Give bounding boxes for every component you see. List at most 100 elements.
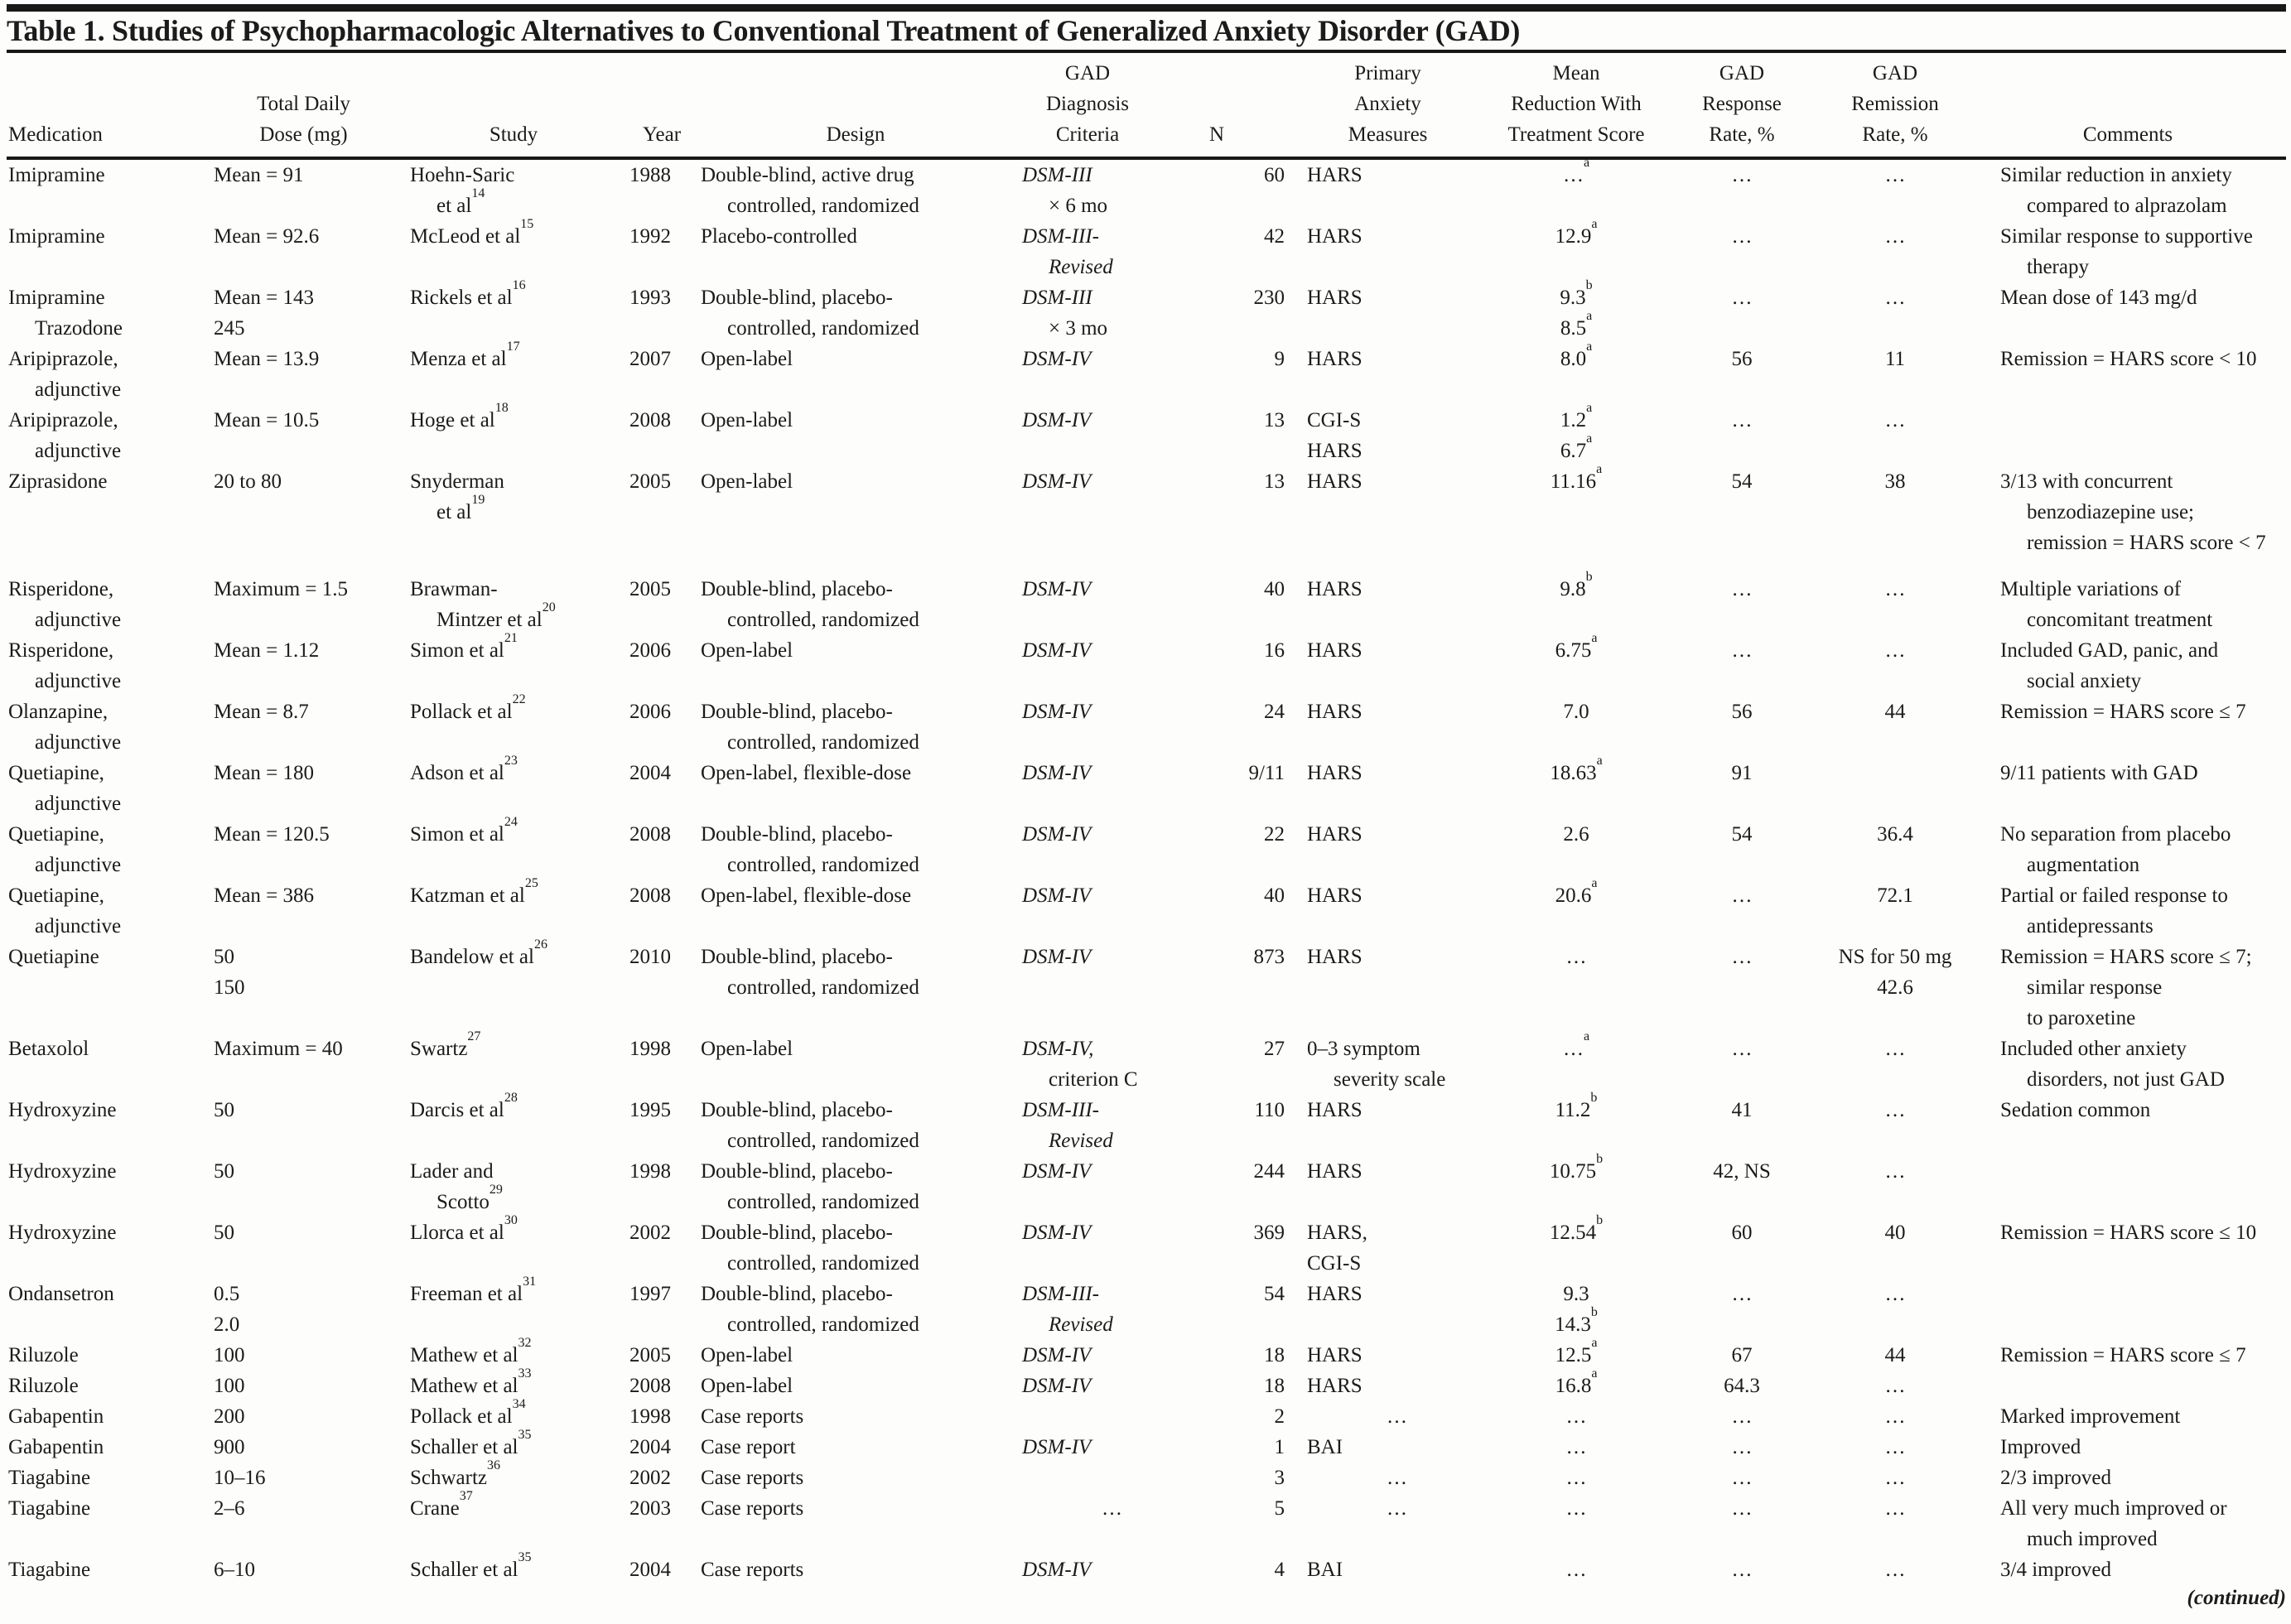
cell-response: 67 (1731, 1344, 1753, 1366)
cell-dose: 50 (214, 1099, 234, 1121)
cell-remission: 36.4 (1877, 823, 1913, 846)
cell-comments: Included GAD, panic, and social anxiety (2000, 639, 2219, 692)
cell-remission: … (1884, 578, 1906, 600)
cell-remission: … (1884, 1375, 1906, 1397)
cell-comments (1970, 405, 2286, 466)
cell-criteria: DSM-IV (1022, 884, 1092, 907)
col-header-criteria: GAD Diagnosis Criteria (1013, 53, 1162, 160)
cell-year: 1998 (629, 1160, 671, 1183)
cell-comments (1970, 1279, 2286, 1340)
cell-reduction: … (1565, 946, 1587, 968)
cell-remission: … (1884, 1467, 1906, 1489)
cell-remission: 11 (1884, 348, 1906, 370)
cell-dose: 20 to 80 (214, 470, 282, 493)
cell-comments: All very much improved or much improved (2000, 1497, 2227, 1550)
cell-criteria: DSM-IV (1022, 1160, 1092, 1183)
cell-study: Schaller et al35 (410, 1427, 532, 1458)
table-row: Aripiprazole, adjunctive Mean = 10.5 Hoge e… (7, 400, 2286, 466)
cell-remission: … (1884, 1559, 1906, 1581)
footnote-superscript: 27 (467, 1029, 481, 1043)
cell-n: 60 (1264, 164, 1285, 186)
cell-comments: Similar reduction in anxiety compared to … (2000, 164, 2232, 217)
cell-measures: … (1387, 1467, 1407, 1489)
footnote-superscript: a (1591, 1335, 1598, 1350)
footnote-superscript: b (1585, 277, 1593, 292)
cell-reduction: 7.0 (1563, 701, 1589, 723)
cell-n: 4 (1274, 1559, 1285, 1581)
footnote-superscript: b (1596, 1212, 1604, 1227)
cell-design: Open-label, flexible-dose (701, 884, 912, 907)
cell-dose: Mean = 143 245 (214, 287, 315, 340)
cell-response: … (1731, 884, 1753, 907)
footnote-superscript: 30 (504, 1212, 518, 1227)
title-bottom-rule (7, 50, 2286, 53)
cell-medication: Quetiapine, adjunctive (8, 884, 122, 937)
cell-year: 2003 (629, 1497, 671, 1520)
cell-study: Snyderman et al19 (410, 470, 504, 523)
table-top-rule (7, 4, 2286, 12)
cell-measures: CGI-S HARS (1307, 409, 1363, 462)
cell-design: Double-blind, placebo-controlled, random… (701, 578, 919, 631)
cell-remission: … (1884, 1099, 1906, 1121)
cell-criteria: DSM-IV (1022, 762, 1092, 784)
cell-dose: 50 150 (214, 946, 245, 999)
cell-year: 2005 (629, 578, 671, 600)
cell-response: … (1731, 1559, 1753, 1581)
cell-remission: … (1884, 287, 1906, 309)
cell-criteria: DSM-IV (1022, 470, 1092, 493)
footnote-superscript: 20 (542, 600, 556, 614)
cell-response: 64.3 (1724, 1375, 1760, 1397)
cell-criteria: DSM-III- Revised (1022, 1099, 1113, 1152)
cell-design: Open-label (701, 1038, 793, 1060)
cell-medication: Imipramine (8, 225, 105, 248)
cell-year: 2010 (629, 946, 671, 968)
cell-study: Simon et al24 (410, 814, 518, 846)
cell-dose: 6–10 (214, 1559, 255, 1581)
table-row: Ondansetron 0.5 2.0 Freeman et al31 1997 Doub… (7, 1275, 2286, 1340)
table-row: Quetiapine, adjunctive Mean = 386 Katzman e… (7, 875, 2286, 942)
cell-criteria: DSM-III × 3 mo (1022, 287, 1108, 340)
cell-n: 13 (1264, 409, 1285, 431)
cell-study: Rickels et al16 (410, 277, 526, 309)
footnote-superscript: 26 (533, 937, 547, 952)
cell-study: Adson et al23 (410, 753, 518, 784)
cell-design: Open-label (701, 348, 793, 370)
cell-year: 2004 (629, 1436, 671, 1458)
cell-criteria: DSM-IV (1022, 639, 1092, 662)
footnote-superscript: 23 (504, 753, 518, 768)
cell-design: Open-label (701, 1375, 793, 1397)
cell-response: … (1731, 578, 1753, 600)
footnote-superscript: b (1590, 1304, 1598, 1319)
table-row: Riluzole 100 Mathew et al32 2005 Open-label D… (7, 1336, 2286, 1371)
cell-measures: HARS (1307, 287, 1363, 309)
footnote-superscript: 31 (523, 1274, 537, 1289)
cell-comments: Marked improvement (2000, 1405, 2181, 1428)
cell-criteria: DSM-III × 6 mo (1022, 164, 1108, 217)
cell-study: Katzman et al25 (410, 875, 538, 907)
cell-design: Double-blind, placebo-controlled, random… (701, 823, 919, 876)
table-row: Tiagabine 6–10 Schaller et al35 2004 Case re… (7, 1549, 2286, 1585)
cell-design: Placebo-controlled (701, 225, 857, 248)
cell-design: Double-blind, placebo-controlled, random… (701, 287, 919, 340)
cell-measures: 0–3 symptom severity scale (1307, 1038, 1446, 1091)
cell-measures: BAI (1307, 1559, 1343, 1581)
table-row: Betaxolol Maximum = 40 Swartz27 1998 Open-la… (7, 1029, 2286, 1095)
footnote-superscript: a (1586, 400, 1593, 415)
cell-response: … (1731, 1283, 1753, 1305)
cell-design: Double-blind, placebo-controlled, random… (701, 1222, 919, 1275)
cell-study: Schaller et al35 (410, 1549, 532, 1581)
cell-n: 369 (1253, 1222, 1285, 1244)
footnote-superscript: a (1596, 753, 1603, 768)
cell-study: Simon et al21 (410, 630, 518, 662)
table-row: Aripiprazole, adjunctive Mean = 13.9 Menza … (7, 340, 2286, 405)
cell-study: Hoge et al18 (410, 400, 509, 431)
cell-year: 1988 (629, 164, 671, 186)
cell-study: McLeod et al15 (410, 216, 534, 248)
footnote-superscript: a (1596, 461, 1603, 476)
cell-medication: Hydroxyzine (8, 1222, 117, 1244)
cell-medication: Riluzole (8, 1344, 79, 1366)
cell-remission: 44 (1884, 1344, 1906, 1366)
cell-design: Double-blind, placebo-controlled, random… (701, 701, 919, 754)
cell-comments (1970, 1371, 2286, 1401)
cell-year: 1998 (629, 1405, 671, 1428)
